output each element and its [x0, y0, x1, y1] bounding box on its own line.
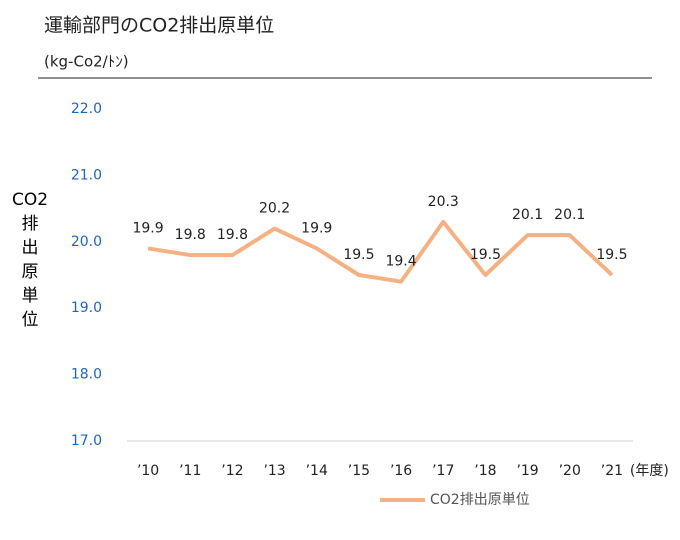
y-axis-title: CO2 排出原単位: [12, 190, 48, 330]
y-tick-label: 22.0: [71, 101, 102, 117]
y-tick-label: 17.0: [71, 433, 102, 449]
data-label: 19.5: [343, 247, 374, 263]
series-line: [147, 219, 614, 284]
data-label: 19.9: [301, 220, 332, 236]
x-tick-label: ’14: [306, 463, 328, 479]
legend-label: CO2排出原単位: [430, 492, 530, 508]
data-label: 19.8: [175, 227, 206, 243]
y-tick-label: 21.0: [71, 167, 102, 183]
chart-title: 運輸部門のCO2排出原単位: [44, 15, 274, 37]
y-tick-label: 18.0: [71, 367, 102, 383]
x-tick-label: ’18: [474, 463, 496, 479]
data-label: 20.1: [554, 207, 585, 223]
x-tick-label: ’19: [516, 463, 538, 479]
x-tick-label: ’12: [221, 463, 243, 479]
data-label: 19.5: [470, 247, 501, 263]
x-tick-label: ’11: [179, 463, 201, 479]
y-tick-label: 19.0: [71, 300, 102, 316]
data-label: 19.9: [132, 220, 163, 236]
data-label: 19.5: [596, 247, 627, 263]
x-tick-label: ’16: [390, 463, 412, 479]
x-tick-label: ’10: [137, 463, 159, 479]
x-tick-label: ’20: [559, 463, 581, 479]
chart-subtitle: (kg-Co2/ﾄﾝ): [44, 53, 129, 71]
data-label: 20.3: [428, 194, 459, 210]
data-label: 19.8: [217, 227, 248, 243]
x-tick-label: ’13: [263, 463, 285, 479]
data-label: 19.4: [385, 254, 416, 270]
y-tick-label: 20.0: [71, 234, 102, 250]
data-label: 20.2: [259, 201, 290, 217]
x-tick-label: ’21: [601, 463, 623, 479]
x-axis-title: (年度): [630, 463, 669, 479]
x-tick-label: ’17: [432, 463, 454, 479]
x-tick-label: ’15: [348, 463, 370, 479]
data-label: 20.1: [512, 207, 543, 223]
